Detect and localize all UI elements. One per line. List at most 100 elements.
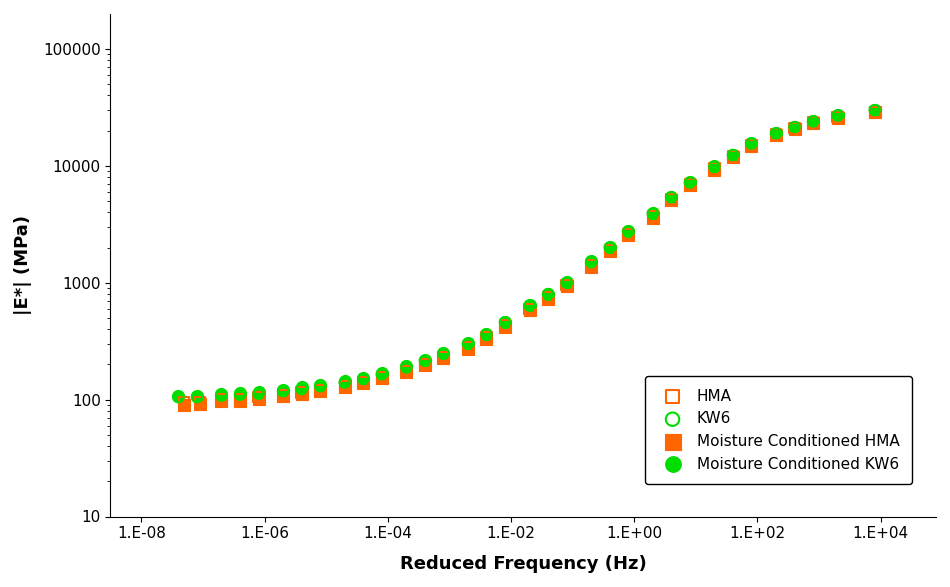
HMA bbox=[806, 118, 821, 127]
Moisture Conditioned HMA bbox=[214, 396, 229, 406]
Moisture Conditioned KW6 bbox=[355, 373, 370, 382]
HMA bbox=[355, 378, 370, 387]
KW6 bbox=[417, 356, 432, 366]
Moisture Conditioned KW6 bbox=[664, 192, 679, 201]
Moisture Conditioned KW6 bbox=[682, 177, 697, 187]
Y-axis label: |E*| (MPa): |E*| (MPa) bbox=[14, 215, 32, 315]
HMA bbox=[436, 353, 451, 362]
Moisture Conditioned KW6 bbox=[479, 329, 494, 339]
HMA bbox=[374, 373, 390, 382]
Moisture Conditioned KW6 bbox=[620, 226, 636, 235]
HMA bbox=[251, 393, 266, 402]
HMA bbox=[479, 333, 494, 342]
KW6 bbox=[189, 393, 204, 402]
HMA bbox=[664, 194, 679, 204]
HMA bbox=[276, 390, 291, 400]
Moisture Conditioned KW6 bbox=[337, 376, 352, 386]
Moisture Conditioned HMA bbox=[522, 305, 537, 315]
HMA bbox=[725, 152, 740, 161]
KW6 bbox=[867, 106, 883, 115]
Moisture Conditioned KW6 bbox=[313, 380, 328, 389]
Moisture Conditioned HMA bbox=[193, 399, 208, 409]
KW6 bbox=[522, 301, 537, 310]
HMA bbox=[867, 107, 883, 116]
Moisture Conditioned KW6 bbox=[830, 110, 846, 120]
KW6 bbox=[294, 384, 309, 394]
Moisture Conditioned KW6 bbox=[498, 317, 513, 326]
KW6 bbox=[707, 162, 722, 171]
Moisture Conditioned HMA bbox=[294, 389, 309, 399]
Moisture Conditioned KW6 bbox=[294, 383, 309, 392]
KW6 bbox=[313, 382, 328, 391]
Moisture Conditioned HMA bbox=[276, 392, 291, 401]
Moisture Conditioned KW6 bbox=[744, 139, 759, 148]
Moisture Conditioned HMA bbox=[707, 165, 722, 174]
Moisture Conditioned HMA bbox=[806, 119, 821, 128]
KW6 bbox=[583, 258, 598, 267]
KW6 bbox=[436, 349, 451, 358]
Moisture Conditioned HMA bbox=[725, 153, 740, 162]
HMA bbox=[541, 293, 556, 302]
HMA bbox=[214, 395, 229, 404]
Moisture Conditioned HMA bbox=[744, 141, 759, 151]
Moisture Conditioned HMA bbox=[355, 379, 370, 388]
KW6 bbox=[479, 330, 494, 339]
Moisture Conditioned KW6 bbox=[374, 368, 390, 377]
Moisture Conditioned HMA bbox=[682, 180, 697, 190]
Moisture Conditioned KW6 bbox=[171, 391, 186, 400]
Moisture Conditioned HMA bbox=[559, 282, 574, 291]
Moisture Conditioned KW6 bbox=[602, 242, 618, 252]
Moisture Conditioned KW6 bbox=[417, 355, 432, 365]
HMA bbox=[744, 140, 759, 150]
Moisture Conditioned KW6 bbox=[787, 122, 802, 131]
KW6 bbox=[645, 209, 660, 218]
KW6 bbox=[399, 363, 414, 372]
HMA bbox=[707, 164, 722, 173]
HMA bbox=[399, 366, 414, 376]
KW6 bbox=[806, 117, 821, 126]
HMA bbox=[417, 360, 432, 369]
KW6 bbox=[769, 129, 784, 138]
HMA bbox=[294, 388, 309, 397]
Moisture Conditioned HMA bbox=[479, 335, 494, 344]
HMA bbox=[769, 130, 784, 139]
KW6 bbox=[620, 227, 636, 236]
Moisture Conditioned KW6 bbox=[707, 162, 722, 171]
Moisture Conditioned KW6 bbox=[233, 389, 248, 398]
KW6 bbox=[559, 278, 574, 288]
HMA bbox=[583, 261, 598, 271]
Moisture Conditioned HMA bbox=[313, 386, 328, 396]
Moisture Conditioned HMA bbox=[583, 262, 598, 271]
Legend: HMA, KW6, Moisture Conditioned HMA, Moisture Conditioned KW6: HMA, KW6, Moisture Conditioned HMA, Mois… bbox=[645, 376, 912, 484]
Moisture Conditioned HMA bbox=[399, 367, 414, 377]
Moisture Conditioned KW6 bbox=[583, 257, 598, 266]
KW6 bbox=[664, 193, 679, 202]
KW6 bbox=[251, 389, 266, 399]
HMA bbox=[337, 382, 352, 391]
Moisture Conditioned KW6 bbox=[214, 390, 229, 399]
Moisture Conditioned KW6 bbox=[867, 105, 883, 114]
Moisture Conditioned HMA bbox=[177, 400, 192, 410]
Moisture Conditioned HMA bbox=[417, 361, 432, 370]
HMA bbox=[620, 230, 636, 239]
KW6 bbox=[276, 386, 291, 396]
Moisture Conditioned HMA bbox=[830, 113, 846, 123]
KW6 bbox=[233, 390, 248, 400]
Moisture Conditioned HMA bbox=[620, 231, 636, 240]
Moisture Conditioned HMA bbox=[498, 322, 513, 332]
HMA bbox=[645, 212, 660, 221]
Moisture Conditioned KW6 bbox=[251, 387, 266, 397]
Moisture Conditioned HMA bbox=[233, 396, 248, 406]
Moisture Conditioned KW6 bbox=[461, 338, 476, 348]
Moisture Conditioned HMA bbox=[645, 213, 660, 222]
HMA bbox=[602, 245, 618, 255]
Moisture Conditioned HMA bbox=[461, 344, 476, 353]
Moisture Conditioned KW6 bbox=[436, 348, 451, 357]
Moisture Conditioned HMA bbox=[787, 124, 802, 134]
KW6 bbox=[541, 289, 556, 299]
KW6 bbox=[337, 378, 352, 387]
HMA bbox=[461, 343, 476, 352]
X-axis label: Reduced Frequency (Hz): Reduced Frequency (Hz) bbox=[400, 555, 647, 573]
KW6 bbox=[355, 375, 370, 384]
Moisture Conditioned KW6 bbox=[189, 391, 204, 400]
